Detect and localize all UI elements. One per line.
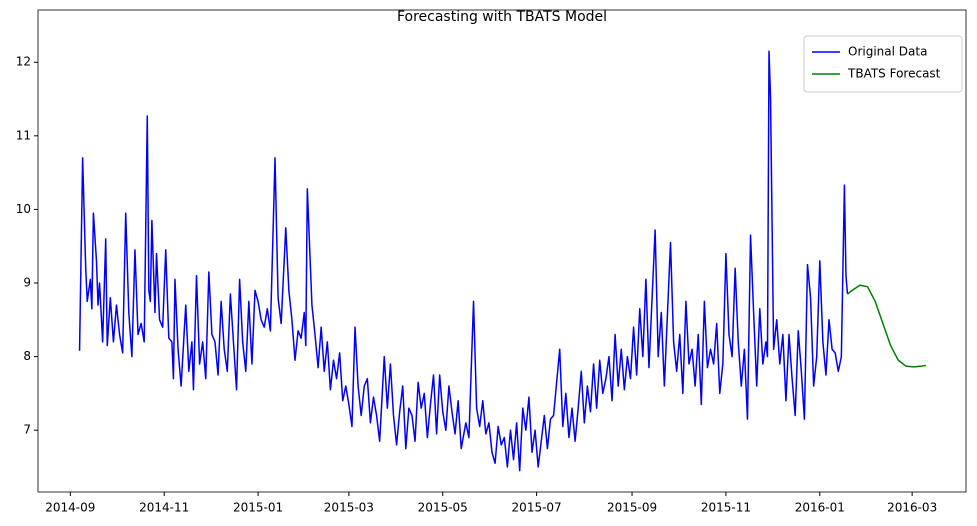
y-tick-label: 10 bbox=[16, 202, 31, 216]
x-tick-label: 2015-11 bbox=[701, 501, 751, 515]
y-tick-label: 11 bbox=[16, 128, 31, 142]
x-tick-label: 2015-01 bbox=[233, 501, 283, 515]
chart-title: Forecasting with TBATS Model bbox=[397, 9, 607, 25]
legend: Original Data TBATS Forecast bbox=[803, 35, 963, 93]
x-tick-label: 2016-03 bbox=[887, 501, 937, 515]
x-tick-label: 2014-09 bbox=[45, 501, 95, 515]
legend-box bbox=[803, 35, 963, 93]
legend-label: Original Data bbox=[848, 45, 927, 59]
legend-label: TBATS Forecast bbox=[847, 67, 941, 81]
y-tick-label: 12 bbox=[16, 55, 31, 69]
y-tick-label: 9 bbox=[23, 276, 31, 290]
x-tick-label: 2014-11 bbox=[139, 501, 189, 515]
data-line bbox=[78, 50, 849, 472]
axes-frame bbox=[37, 9, 967, 493]
y-tick-label: 7 bbox=[23, 423, 31, 437]
x-tick-label: 2015-03 bbox=[324, 501, 374, 515]
x-tick-label: 2016-01 bbox=[795, 501, 845, 515]
x-tick-label: 2015-07 bbox=[512, 501, 562, 515]
x-tick-label: 2015-05 bbox=[418, 501, 468, 515]
y-tick-label: 8 bbox=[23, 349, 31, 363]
x-tick-label: 2015-09 bbox=[607, 501, 657, 515]
data-line bbox=[847, 284, 927, 368]
